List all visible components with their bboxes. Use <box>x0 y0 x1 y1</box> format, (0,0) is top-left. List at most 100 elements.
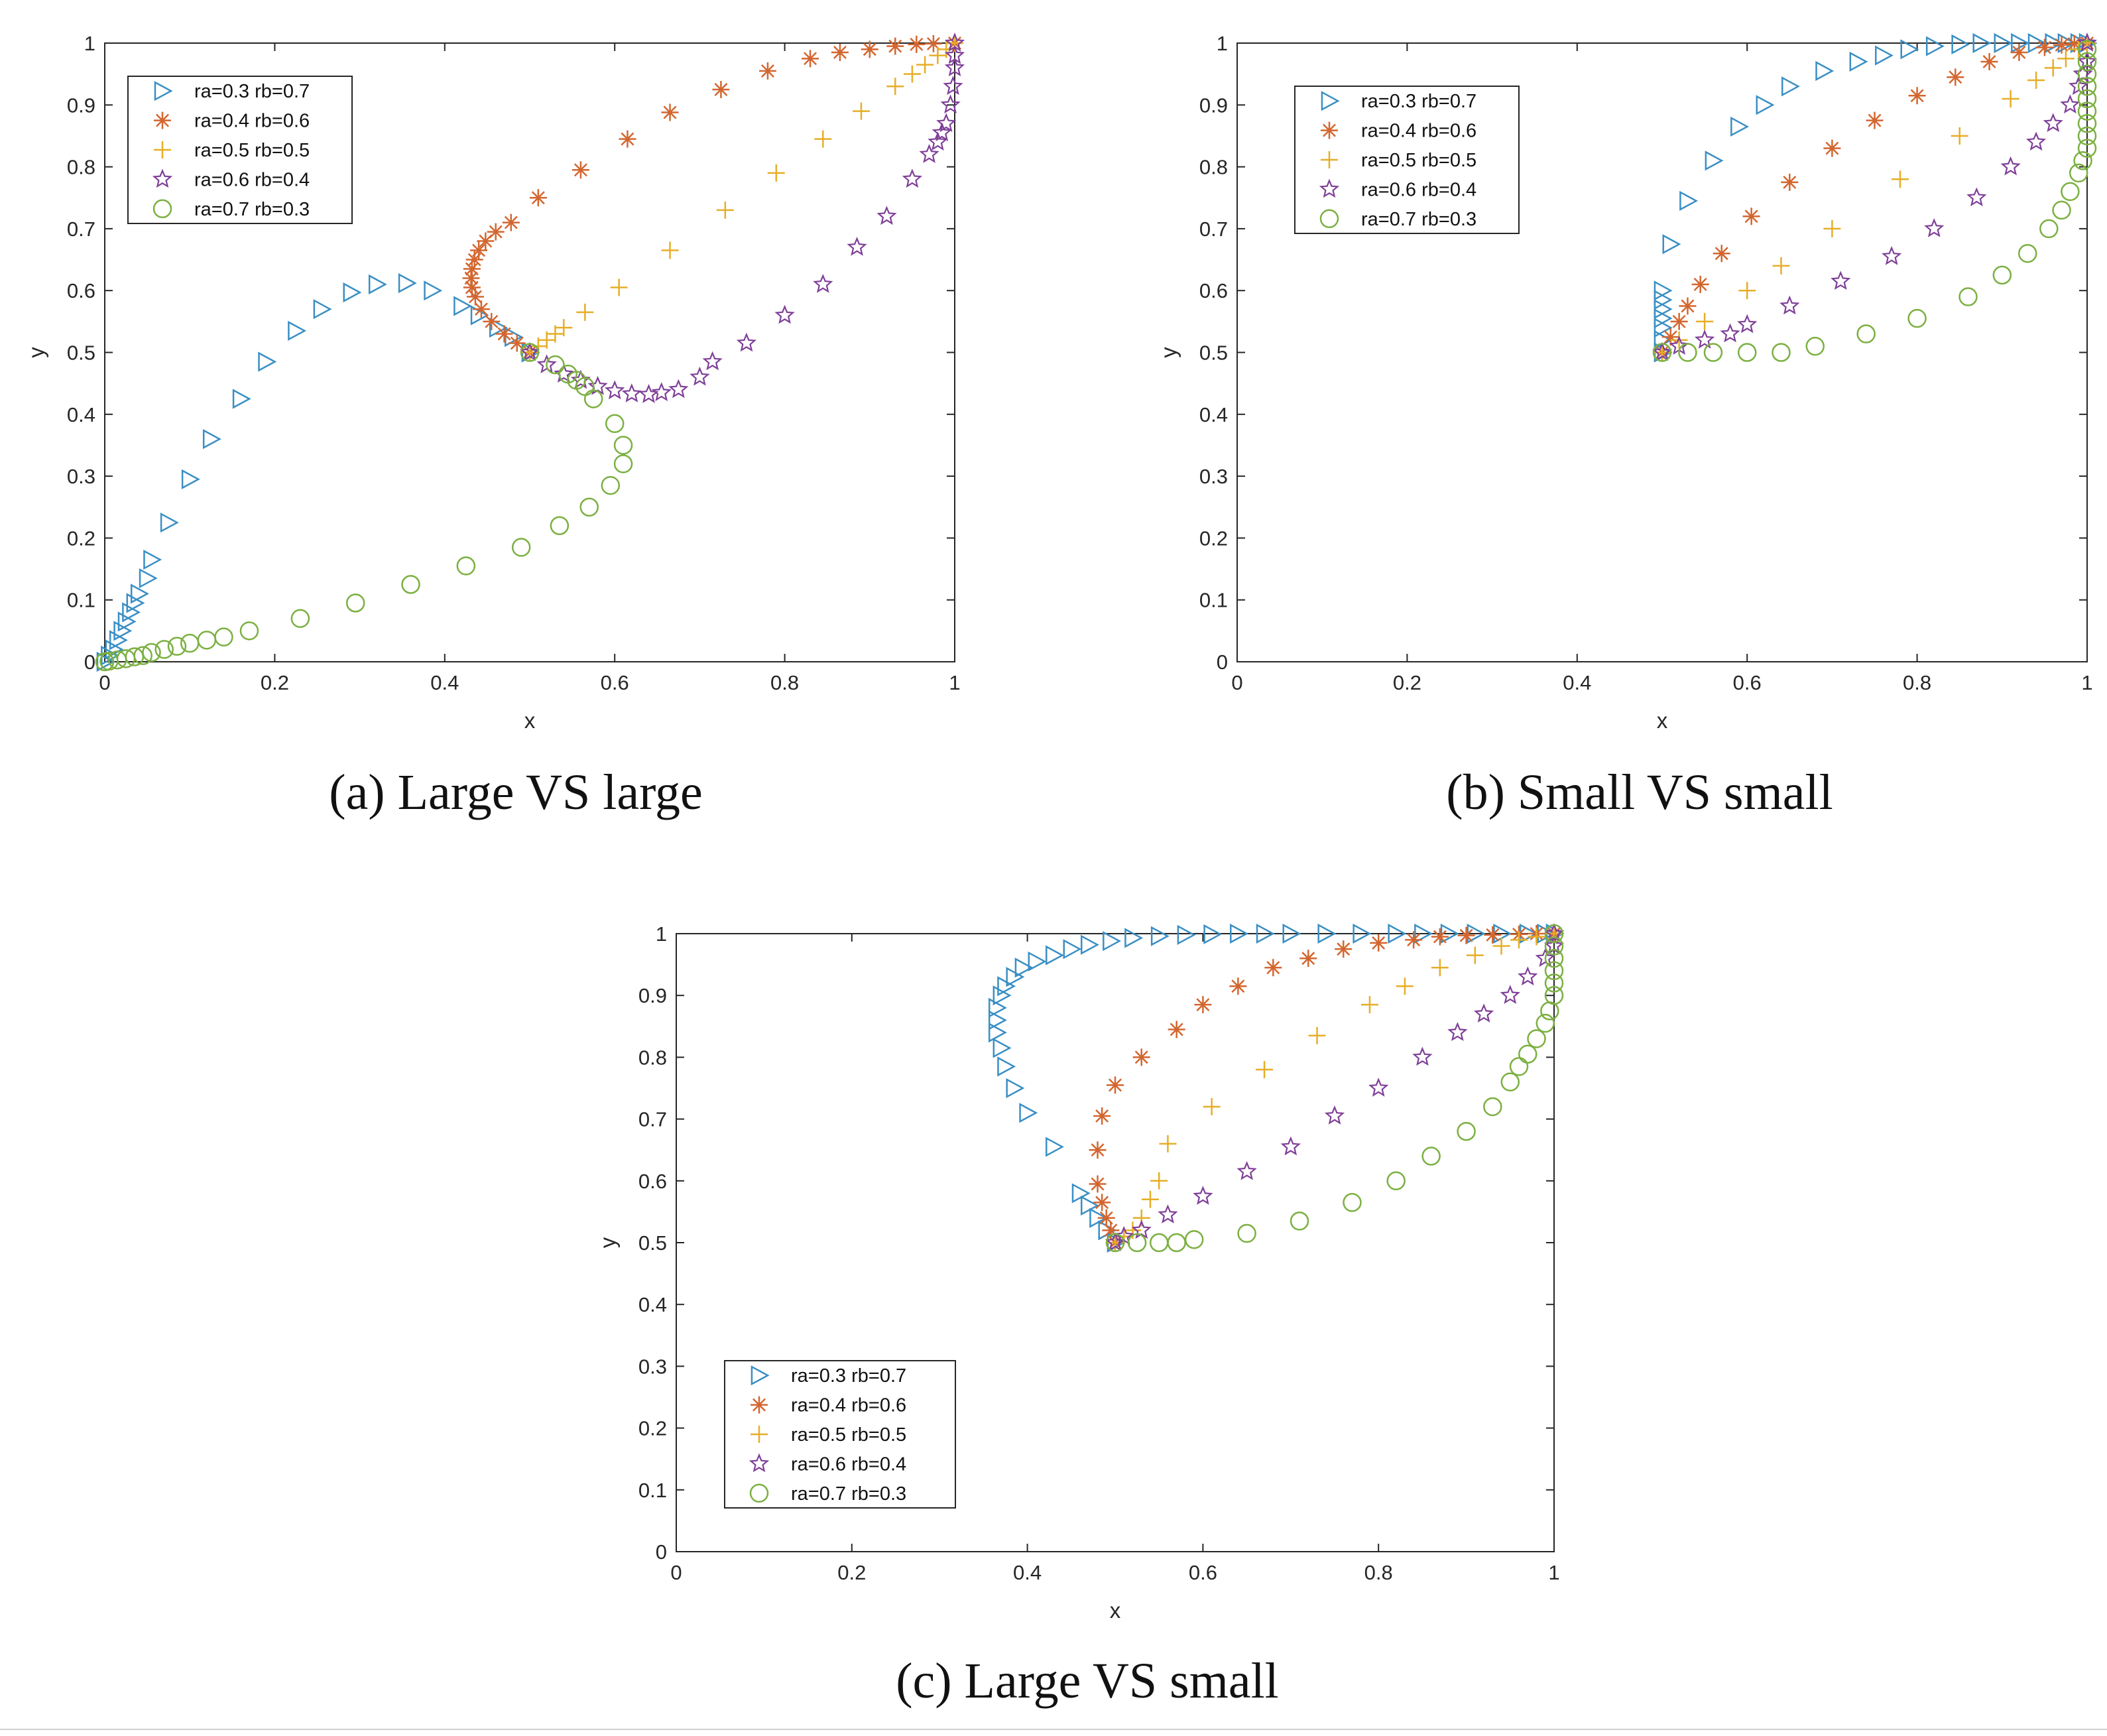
data-point-s2 <box>1093 1107 1111 1125</box>
data-point-s2 <box>495 325 513 343</box>
data-point-s2 <box>1264 959 1282 977</box>
data-point-s1 <box>1150 926 1170 946</box>
data-point-s2 <box>1299 950 1317 967</box>
data-point-s5 <box>583 389 603 408</box>
data-point-s4 <box>736 332 757 352</box>
legend-marker <box>152 168 173 188</box>
data-point-s4 <box>1280 1136 1301 1156</box>
data-point-s2 <box>924 34 942 52</box>
legend-marker <box>1321 91 1340 111</box>
legend-entry: ra=0.5 rb=0.5 <box>1361 150 1476 171</box>
data-point-s5 <box>1527 1029 1546 1048</box>
data-point-s1 <box>160 512 179 533</box>
data-point-s5 <box>1184 1230 1204 1249</box>
data-point-s5 <box>2069 163 2088 183</box>
data-point-s4 <box>902 168 923 188</box>
data-point-s4 <box>1720 323 1740 343</box>
y-tick-label: 0.7 <box>67 217 95 241</box>
data-point-s3 <box>1466 946 1484 964</box>
data-point-s2 <box>1866 111 1884 129</box>
data-point-s1 <box>1662 234 1681 255</box>
data-point-s5 <box>1105 1233 1125 1253</box>
data-point-s5 <box>2077 114 2097 133</box>
y-axis-label: y <box>24 347 48 358</box>
data-point-s5 <box>2077 40 2097 59</box>
data-point-s5 <box>1535 1013 1555 1033</box>
legend-entry: ra=0.4 rb=0.6 <box>1361 121 1476 142</box>
data-point-s1 <box>1203 924 1223 945</box>
data-point-s5 <box>1544 924 1564 944</box>
data-point-s2 <box>1335 940 1353 958</box>
y-tick-label: 0.9 <box>1199 93 1228 117</box>
legend-entry: ra=0.5 rb=0.5 <box>194 140 310 161</box>
data-point-s5 <box>1992 265 2012 285</box>
x-tick-label: 0 <box>670 1561 682 1584</box>
data-point-s1 <box>398 273 417 294</box>
data-point-s5 <box>167 637 187 656</box>
data-point-s1 <box>993 1038 1012 1058</box>
data-point-s2 <box>712 80 730 98</box>
data-point-s4 <box>1412 1046 1433 1066</box>
data-point-s4 <box>1324 1105 1345 1125</box>
data-point-s1 <box>1730 116 1750 137</box>
data-point-s1 <box>424 280 443 301</box>
data-point-s4 <box>1193 1186 1213 1205</box>
data-point-s2 <box>1194 996 1212 1014</box>
data-point-s4 <box>2060 94 2080 114</box>
data-point-s5 <box>1772 343 1791 362</box>
data-point-s5 <box>1805 336 1825 356</box>
data-point-s2 <box>1107 1076 1124 1094</box>
data-point-s4 <box>668 379 689 399</box>
data-point-s2 <box>1908 87 1926 105</box>
data-point-s2 <box>1713 245 1730 263</box>
y-tick-label: 0.1 <box>638 1479 667 1502</box>
data-point-s5 <box>107 650 127 670</box>
data-point-s3 <box>1431 959 1449 977</box>
x-tick-label: 1 <box>949 671 960 694</box>
data-point-s5 <box>1386 1171 1406 1191</box>
data-point-s4 <box>702 351 723 371</box>
data-point-s2 <box>483 312 501 330</box>
data-point-s2 <box>1670 312 1688 330</box>
data-point-s1 <box>1006 1078 1025 1099</box>
data-point-s1 <box>1994 32 2013 54</box>
data-point-s1 <box>1230 923 1248 944</box>
legend-marker <box>1321 151 1338 168</box>
data-point-s1 <box>1972 32 1992 54</box>
y-axis-label: y <box>595 1237 620 1248</box>
data-point-s2 <box>466 288 484 306</box>
data-point-s5 <box>2052 200 2071 220</box>
data-point-s5 <box>1237 1223 1256 1243</box>
y-axis-label: y <box>1156 347 1181 358</box>
data-point-s3 <box>814 130 832 148</box>
x-tick-label: 0.2 <box>261 671 289 694</box>
data-point-s1 <box>1177 924 1196 945</box>
data-point-s1 <box>1046 945 1064 965</box>
data-point-s1 <box>181 469 200 489</box>
data-point-s1 <box>1849 51 1868 72</box>
y-tick-label: 0.9 <box>638 984 667 1007</box>
y-tick-label: 0.4 <box>638 1293 667 1316</box>
y-tick-label: 0.7 <box>1199 217 1228 241</box>
data-point-s4 <box>940 94 961 114</box>
data-point-s2 <box>1781 173 1799 191</box>
legend-entry: ra=0.7 rb=0.3 <box>1361 209 1476 230</box>
data-point-s4 <box>936 113 957 133</box>
y-tick-label: 0.3 <box>67 465 95 488</box>
data-point-s2 <box>1405 931 1423 949</box>
data-point-s3 <box>661 241 679 259</box>
data-point-s5 <box>2077 77 2097 96</box>
data-point-s5 <box>613 436 633 455</box>
data-point-s5 <box>345 593 365 613</box>
data-point-s4 <box>2000 156 2021 176</box>
data-point-s1 <box>117 611 137 632</box>
data-point-s5 <box>2018 243 2037 263</box>
data-point-s5 <box>2077 89 2097 109</box>
data-point-s4 <box>1368 1078 1389 1097</box>
data-point-s2 <box>1132 1048 1150 1066</box>
data-point-s2 <box>1229 977 1247 995</box>
data-point-s1 <box>113 621 133 641</box>
data-point-s3 <box>1308 1026 1326 1044</box>
x-tick-label: 0.6 <box>601 671 629 694</box>
